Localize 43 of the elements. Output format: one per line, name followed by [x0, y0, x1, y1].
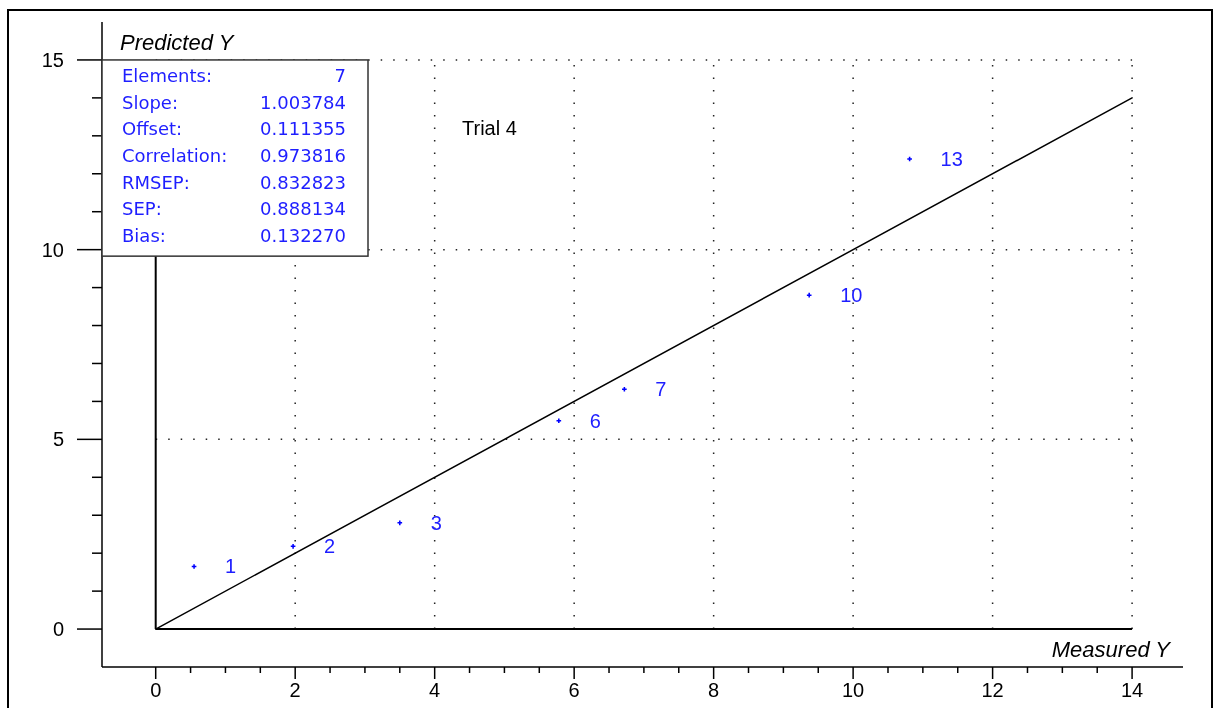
- point: [556, 418, 562, 424]
- text: Trial 4: [462, 117, 517, 139]
- x-tick-label: 4: [429, 679, 441, 701]
- x-tick-label: 14: [1120, 679, 1144, 701]
- annotation: Correlation:: [122, 145, 228, 167]
- point: [397, 520, 403, 526]
- x-tick-label: 12: [981, 679, 1004, 701]
- annotation: 3: [430, 511, 442, 534]
- point: [290, 544, 296, 549]
- annotation: 1.003784: [260, 91, 346, 113]
- point: [191, 564, 197, 569]
- annotation: 0.832823: [260, 171, 346, 193]
- x-tick-label: 2: [289, 679, 301, 701]
- y-tick-label: 10: [41, 238, 64, 261]
- x-axis-title: Measured Y: [1051, 637, 1172, 662]
- annotation: 7: [334, 65, 346, 87]
- y-axis-title: Predicted Y: [120, 30, 235, 55]
- annotation: 13: [940, 147, 963, 170]
- y-tick-label: 5: [52, 428, 64, 451]
- x-tick-label: 6: [568, 679, 580, 701]
- annotation: 0.132270: [260, 224, 346, 246]
- annotation: 2: [324, 535, 336, 558]
- annotation: RMSEP:: [122, 171, 190, 193]
- y-tick-label: 15: [41, 48, 64, 71]
- annotation: 0.973816: [260, 145, 346, 167]
- y-tick-label: 0: [52, 618, 64, 641]
- x-tick-label: 10: [842, 679, 865, 701]
- annotation: Slope:: [122, 91, 179, 113]
- annotation: 6: [589, 409, 601, 432]
- annotation: 0.111355: [260, 118, 346, 140]
- x-tick-label: 0: [150, 679, 162, 701]
- annotation: Elements:: [122, 65, 212, 87]
- annotation: 0.888134: [260, 198, 346, 220]
- annotation: 1: [225, 555, 237, 578]
- point: [907, 156, 912, 162]
- x-tick-label: 8: [708, 679, 720, 701]
- point: [806, 292, 812, 298]
- point: [622, 386, 627, 392]
- annotation: Offset:: [122, 118, 183, 140]
- annotation: SEP:: [122, 198, 162, 220]
- annotation: 10: [840, 284, 863, 307]
- annotation: Bias:: [122, 224, 166, 246]
- annotation: 7: [655, 378, 667, 401]
